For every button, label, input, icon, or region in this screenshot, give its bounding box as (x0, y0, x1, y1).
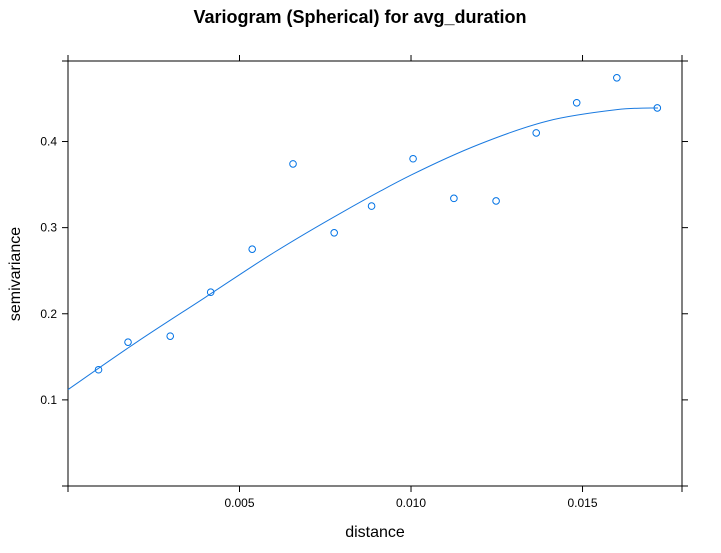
data-point (409, 154, 417, 163)
data-point (330, 229, 338, 237)
data-point (492, 197, 500, 205)
axis-tick-labels: 0.005 0.010 0.015 0.1 0.2 0.3 0.4 (40, 135, 598, 510)
data-point (248, 245, 256, 253)
axis-ticks (62, 55, 688, 492)
x-tick-label: 0.010 (396, 496, 426, 510)
data-point (653, 104, 662, 112)
data-point (532, 129, 541, 137)
data-point (289, 160, 297, 168)
data-point (367, 202, 376, 210)
data-point (124, 338, 132, 346)
plot-frame (67, 60, 683, 487)
fitted-spherical-model-line (67, 107, 659, 390)
data-point (613, 73, 621, 82)
y-tick-label: 0.2 (40, 307, 57, 321)
data-point (450, 194, 458, 203)
y-tick-label: 0.1 (40, 393, 57, 407)
y-axis-label: semivariance (7, 227, 24, 321)
chart-title: Variogram (Spherical) for avg_duration (193, 7, 526, 27)
data-point (94, 365, 103, 374)
x-tick-label: 0.015 (568, 496, 598, 510)
data-point (206, 288, 215, 297)
data-point (572, 98, 581, 107)
y-tick-label: 0.4 (40, 135, 57, 149)
data-point (166, 332, 175, 340)
x-tick-label: 0.005 (224, 496, 254, 510)
x-axis-label: distance (345, 524, 405, 541)
y-tick-label: 0.3 (40, 221, 57, 235)
data-points (94, 73, 662, 374)
